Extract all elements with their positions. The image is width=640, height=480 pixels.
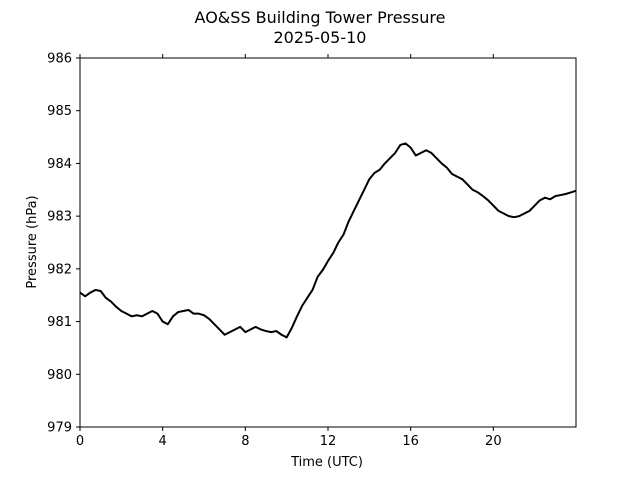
series-layer (79, 142, 577, 339)
y-tick-label: 985 (47, 104, 72, 119)
x-tick-label: 16 (402, 434, 419, 449)
y-tick-label: 979 (47, 421, 72, 436)
y-tick-label: 983 (47, 210, 72, 225)
x-tick-label: 8 (241, 434, 249, 449)
y-tick-label: 981 (47, 315, 72, 330)
x-tick-label: 0 (76, 434, 84, 449)
ticks-layer: 0 4 8 12 16 20 979 980 981 982 983 984 985 986 (47, 52, 501, 450)
plot-frame (79, 57, 577, 428)
pressure-line (79, 142, 577, 339)
x-tick-label: 20 (485, 434, 502, 449)
y-tick-label: 984 (47, 157, 72, 172)
y-axis-label: Pressure (hPa) (25, 195, 40, 288)
chart-subtitle: 2025-05-10 (273, 28, 367, 47)
x-tick-label: 4 (159, 434, 167, 449)
x-tick-label: 12 (320, 434, 337, 449)
x-axis-label: Time (UTC) (290, 455, 363, 470)
y-tick-label: 986 (47, 52, 72, 67)
y-tick-label: 982 (47, 262, 72, 277)
chart-title: AO&SS Building Tower Pressure (194, 8, 446, 27)
y-tick-label: 980 (47, 368, 72, 383)
